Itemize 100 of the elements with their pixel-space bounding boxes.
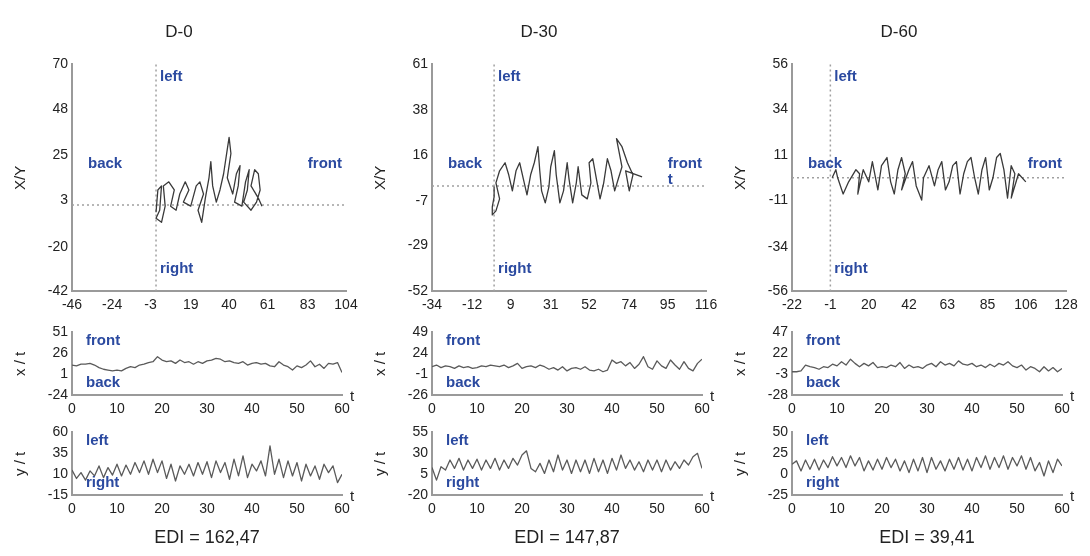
y-tick-label: 55 [412,423,429,440]
x-tick-label: 83 [299,296,316,313]
y-tick-label: 50 [772,423,789,440]
y-tick-label: -7 [415,191,429,208]
y-tick-label: 49 [412,323,429,340]
annotation: back [88,154,123,172]
x-tick-label: 60 [1054,500,1070,517]
x-tick-label: -24 [102,296,123,313]
y-tick-label: -11 [768,190,789,207]
annotation: left [806,430,829,448]
y-tick-label: -42 [47,282,69,299]
y-axis-title: y / t [11,450,29,476]
y-tick-label: -1 [415,365,429,382]
y-axis-title: y / t [371,450,389,476]
y-tick-label: 11 [773,146,789,163]
annotation: front [446,330,481,348]
x-tick-label: 50 [1009,400,1025,417]
x-axis-title: t [1070,487,1075,505]
y-axis-title: X/Y [11,165,29,190]
x-tick-label: 106 [1014,296,1038,313]
annotation: left [834,66,857,84]
annotation: right [446,473,480,491]
annotation: right [834,259,868,277]
x-tick-label: 61 [259,296,276,313]
x-tick-label: 50 [289,400,305,417]
x-axis-title: t [710,387,715,405]
annotation: back [448,154,483,172]
chart-title: D-0 [165,21,193,41]
y-tick-label: -20 [47,237,69,254]
y-axis-title: x / t [11,350,29,376]
y-tick-label: 26 [52,344,69,361]
y-tick-label: 60 [52,423,69,440]
x-axis-title: t [350,487,355,505]
x-tick-label: 60 [334,500,350,517]
x-tick-label: 10 [829,500,845,517]
y-tick-label: 10 [52,465,69,482]
x-tick-label: 63 [939,296,956,313]
x-tick-label: 50 [649,500,665,517]
x-tick-label: 9 [506,296,515,313]
annotation: back [446,373,481,391]
y-tick-label: 30 [412,444,429,461]
x-tick-label: 52 [581,296,598,313]
y-tick-label: 61 [412,55,429,72]
annotation: back [86,373,121,391]
y-tick-label: -52 [407,282,429,299]
x-tick-label: 60 [694,500,710,517]
y-tick-label: -29 [407,235,429,252]
y-axis-title: X/Y [731,165,749,190]
x-tick-label: 60 [1054,400,1070,417]
x-tick-label: 20 [514,500,530,517]
x-axis-title: t [1070,387,1075,405]
x-tick-label: 74 [621,296,638,313]
y-axis-title: y / t [731,450,749,476]
chart-title: D-60 [880,21,918,41]
y-tick-label: -56 [767,282,789,299]
x-tick-label: 40 [964,400,980,417]
x-tick-label: 60 [334,400,350,417]
y-tick-label: 35 [52,444,69,461]
annotation: front [86,330,121,348]
text: EDI = 162,47 [154,526,260,547]
x-tick-label: 116 [694,296,718,313]
y-tick-label: 56 [772,55,789,72]
x-tick-label: 50 [649,400,665,417]
y-tick-label: -26 [407,386,429,403]
y-tick-label: 25 [52,146,69,163]
annotation: front [1027,154,1062,172]
x-tick-label: 40 [604,500,620,517]
x-tick-label: 20 [874,500,890,517]
y-tick-label: 25 [772,444,789,461]
x-tick-label: 31 [542,296,559,313]
y-axis-title: x / t [371,350,389,376]
x-tick-label: 40 [604,400,620,417]
x-axis-title: t [710,487,715,505]
y-tick-label: 0 [780,465,789,482]
x-tick-label: -1 [824,296,837,313]
y-tick-label: -28 [767,386,789,403]
y-tick-label: 70 [52,55,69,72]
x-tick-label: 20 [874,400,890,417]
y-tick-label: -34 [767,237,789,254]
text: EDI = 39,41 [879,526,975,547]
y-tick-label: 34 [772,99,789,116]
annotation: front [806,330,841,348]
x-tick-label: 30 [559,500,575,517]
y-axis-title: x / t [731,350,749,376]
x-tick-label: 10 [109,400,125,417]
chart-title: D-30 [520,21,558,41]
x-tick-label: 95 [659,296,676,313]
x-tick-label: -46 [61,296,83,313]
x-tick-label: 10 [469,500,485,517]
x-tick-label: 19 [182,296,199,313]
y-tick-label: -24 [47,386,69,403]
x-tick-label: 10 [109,500,125,517]
x-tick-label: 40 [244,400,260,417]
annotation: front [307,154,342,172]
x-tick-label: 30 [199,400,215,417]
y-tick-label: 5 [420,465,429,482]
y-tick-label: 47 [772,323,789,340]
x-tick-label: 50 [289,500,305,517]
x-tick-label: 50 [1009,500,1025,517]
x-tick-label: 30 [919,400,935,417]
